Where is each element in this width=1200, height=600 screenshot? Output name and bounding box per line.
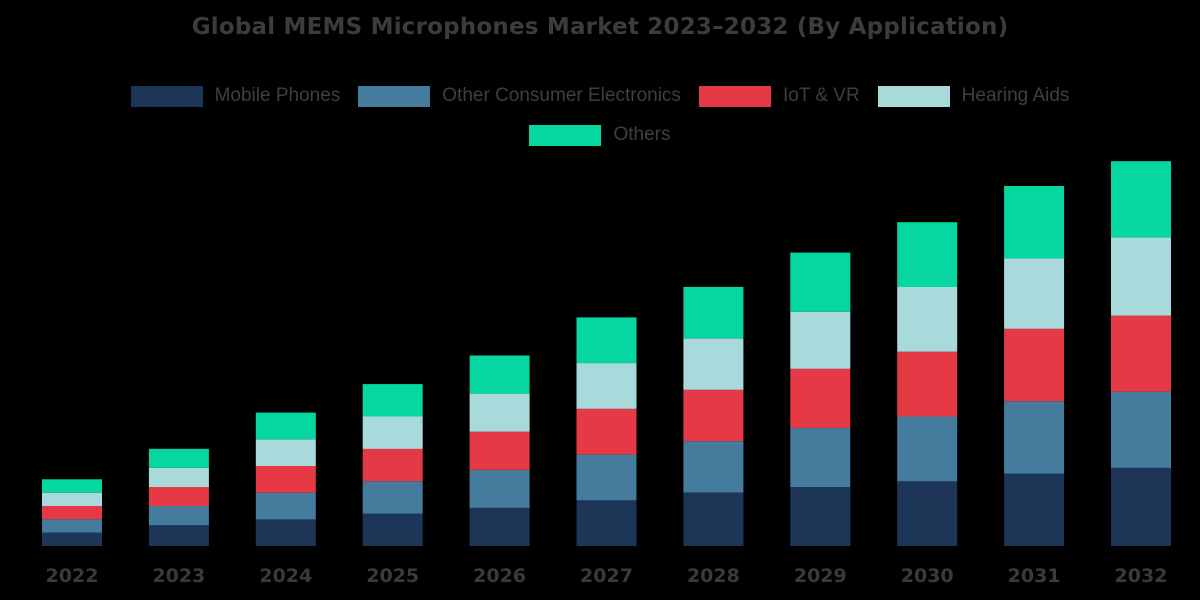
legend-label-hearing-aids: Hearing Aids [961, 85, 1070, 106]
bar-segment-2029-other-consumer-electronics [790, 427, 851, 487]
bar-segment-2027-others [576, 317, 637, 364]
bar-segment-2032-hearing-aids [1111, 237, 1171, 316]
bar-segment-2029-hearing-aids [790, 311, 851, 369]
bar-segment-2026-others [469, 355, 530, 394]
bar-segment-2024-others [255, 412, 316, 440]
bar-segment-2029-mobile-phones [790, 486, 851, 546]
legend-swatch-hearing-aids [877, 85, 950, 107]
bar-segment-2024-hearing-aids [255, 439, 316, 466]
x-tick-label-2029: 2029 [794, 565, 847, 587]
bar-segment-2023-mobile-phones [148, 525, 209, 546]
x-tick-label-2031: 2031 [1008, 565, 1061, 587]
bar-segment-2027-other-consumer-electronics [576, 454, 637, 501]
bar-segment-2031-iot-vr [1004, 328, 1065, 402]
bar-segment-2030-others [897, 222, 958, 287]
legend-item-mobile-phones: Mobile Phones [130, 85, 341, 107]
bar-segment-2026-other-consumer-electronics [469, 469, 530, 508]
bar-segment-2028-other-consumer-electronics [683, 441, 744, 493]
bar-segment-2027-hearing-aids [576, 363, 637, 409]
legend: Mobile Phones Other Consumer Electronics… [0, 84, 1200, 162]
x-tick-label-2027: 2027 [580, 565, 633, 587]
x-tick-label-2032: 2032 [1115, 565, 1168, 587]
x-tick-label-2026: 2026 [473, 565, 526, 587]
bar-segment-2026-hearing-aids [469, 393, 530, 432]
x-tick-label-2030: 2030 [901, 565, 954, 587]
legend-row-1: Mobile Phones Other Consumer Electronics… [0, 84, 1200, 108]
bar-segment-2026-iot-vr [469, 431, 530, 470]
bar-segment-2030-iot-vr [897, 351, 958, 417]
bar-segment-2023-iot-vr [148, 486, 209, 506]
legend-swatch-mobile-phones [130, 85, 203, 107]
bar-segment-2028-hearing-aids [683, 338, 744, 390]
legend-item-hearing-aids: Hearing Aids [877, 85, 1070, 107]
bar-segment-2023-others [148, 448, 209, 468]
bar-segment-2032-iot-vr [1111, 315, 1171, 392]
legend-label-other-consumer-electronics: Other Consumer Electronics [442, 85, 681, 106]
bar-segment-2025-other-consumer-electronics [362, 481, 423, 514]
legend-item-others: Others [529, 124, 671, 146]
legend-swatch-others [529, 124, 602, 146]
bar-segment-2027-mobile-phones [576, 500, 637, 546]
bar-segment-2026-mobile-phones [469, 507, 530, 546]
bar-segment-2030-hearing-aids [897, 286, 958, 352]
legend-label-mobile-phones: Mobile Phones [214, 85, 341, 106]
bar-segment-2025-hearing-aids [362, 416, 423, 449]
bar-segment-2032-other-consumer-electronics [1111, 391, 1171, 468]
bar-segment-2028-iot-vr [683, 389, 744, 442]
bar-segment-2024-other-consumer-electronics [255, 492, 316, 520]
bar-segment-2032-others [1111, 161, 1171, 238]
x-tick-label-2024: 2024 [259, 565, 312, 587]
bar-segment-2022-other-consumer-electronics [42, 519, 102, 533]
bar-segment-2031-others [1004, 186, 1065, 259]
bar-segment-2029-others [790, 252, 851, 312]
legend-label-others: Others [613, 124, 671, 145]
bar-segment-2028-mobile-phones [683, 492, 744, 546]
x-tick-label-2025: 2025 [366, 565, 419, 587]
bar-segment-2022-mobile-phones [42, 532, 102, 546]
bar-segment-2030-mobile-phones [897, 481, 958, 546]
bar-segment-2022-iot-vr [42, 506, 102, 520]
legend-item-other-consumer-electronics: Other Consumer Electronics [358, 85, 681, 107]
bar-segment-2022-hearing-aids [42, 492, 102, 506]
legend-label-iot-vr: IoT & VR [782, 85, 860, 106]
bar-segment-2023-other-consumer-electronics [148, 506, 209, 526]
bar-segment-2023-hearing-aids [148, 467, 209, 487]
bar-segment-2024-iot-vr [255, 466, 316, 493]
legend-row-2: Others [0, 123, 1200, 147]
bar-segment-2031-hearing-aids [1004, 258, 1065, 329]
x-tick-label-2023: 2023 [152, 565, 205, 587]
bar-segment-2029-iot-vr [790, 368, 851, 428]
bar-segment-2030-other-consumer-electronics [897, 416, 958, 482]
bar-segment-2031-other-consumer-electronics [1004, 401, 1065, 474]
bar-segment-2028-others [683, 286, 744, 339]
bar-segment-2025-mobile-phones [362, 513, 423, 546]
bar-segment-2022-others [42, 479, 102, 493]
legend-item-iot-vr: IoT & VR [698, 85, 860, 107]
bar-segment-2027-iot-vr [576, 408, 637, 455]
legend-swatch-iot-vr [698, 85, 771, 107]
chart-title: Global MEMS Microphones Market 2023–2032… [191, 14, 1009, 40]
legend-swatch-other-consumer-electronics [358, 85, 431, 107]
bar-segment-2025-others [362, 384, 423, 417]
bar-segment-2025-iot-vr [362, 448, 423, 482]
x-tick-label-2028: 2028 [687, 565, 740, 587]
x-tick-label-2022: 2022 [46, 565, 99, 587]
bar-segment-2032-mobile-phones [1111, 467, 1171, 546]
bar-segment-2024-mobile-phones [255, 519, 316, 546]
bar-segment-2031-mobile-phones [1004, 473, 1065, 546]
